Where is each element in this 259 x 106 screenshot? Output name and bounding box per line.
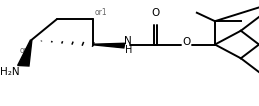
Text: N: N (124, 36, 132, 46)
Text: O: O (182, 37, 191, 47)
Text: or1: or1 (95, 8, 107, 17)
Polygon shape (18, 40, 32, 66)
Text: O: O (151, 8, 160, 18)
Text: H₂N: H₂N (0, 67, 20, 77)
Text: H: H (125, 45, 132, 55)
Polygon shape (93, 43, 125, 48)
Text: or1: or1 (19, 46, 32, 55)
